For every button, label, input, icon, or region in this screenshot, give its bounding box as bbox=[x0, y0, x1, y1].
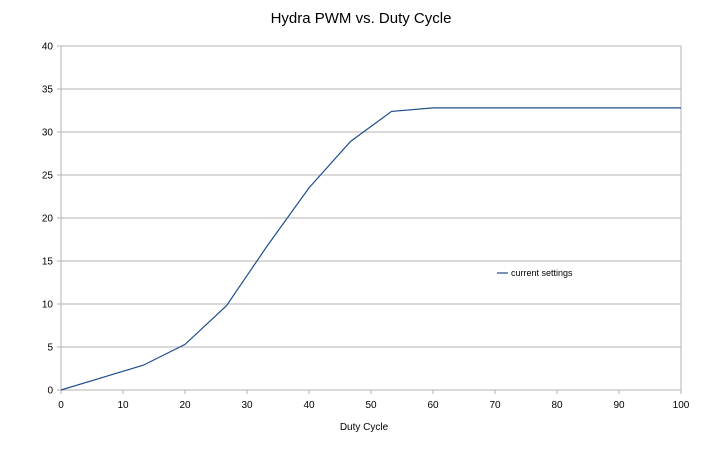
y-tick-label: 0 bbox=[47, 386, 53, 397]
x-tick-label: 90 bbox=[613, 400, 625, 411]
y-tick-label: 20 bbox=[42, 214, 54, 225]
legend-label: current settings bbox=[511, 268, 573, 278]
y-tick-label: 30 bbox=[42, 128, 54, 139]
x-tick-label: 60 bbox=[427, 400, 439, 411]
x-tick-label: 80 bbox=[551, 400, 563, 411]
y-tick-label: 5 bbox=[47, 343, 53, 354]
x-axis-label: Duty Cycle bbox=[340, 422, 389, 433]
y-tick-label: 25 bbox=[42, 171, 54, 182]
y-tick-label: 35 bbox=[42, 85, 54, 96]
x-tick-label: 0 bbox=[58, 400, 64, 411]
y-tick-label: 10 bbox=[42, 300, 54, 311]
gridlines bbox=[61, 45, 681, 391]
y-tick-label: 15 bbox=[42, 257, 54, 268]
y-axis-ticks: 0 5 10 15 20 25 30 35 40 bbox=[42, 42, 61, 397]
y-tick-label: 40 bbox=[42, 42, 54, 53]
x-tick-label: 40 bbox=[303, 400, 315, 411]
x-tick-label: 10 bbox=[117, 400, 129, 411]
x-tick-label: 50 bbox=[365, 400, 377, 411]
x-tick-label: 70 bbox=[489, 400, 501, 411]
series-group bbox=[60, 107, 681, 391]
x-axis-ticks: 0 10 20 30 40 50 60 70 80 90 100 bbox=[58, 390, 690, 411]
legend: current settings bbox=[497, 268, 573, 278]
series-line bbox=[60, 107, 681, 391]
x-tick-label: 100 bbox=[673, 400, 690, 411]
x-tick-label: 20 bbox=[179, 400, 191, 411]
chart-title: Hydra PWM vs. Duty Cycle bbox=[271, 10, 452, 27]
x-tick-label: 30 bbox=[241, 400, 253, 411]
